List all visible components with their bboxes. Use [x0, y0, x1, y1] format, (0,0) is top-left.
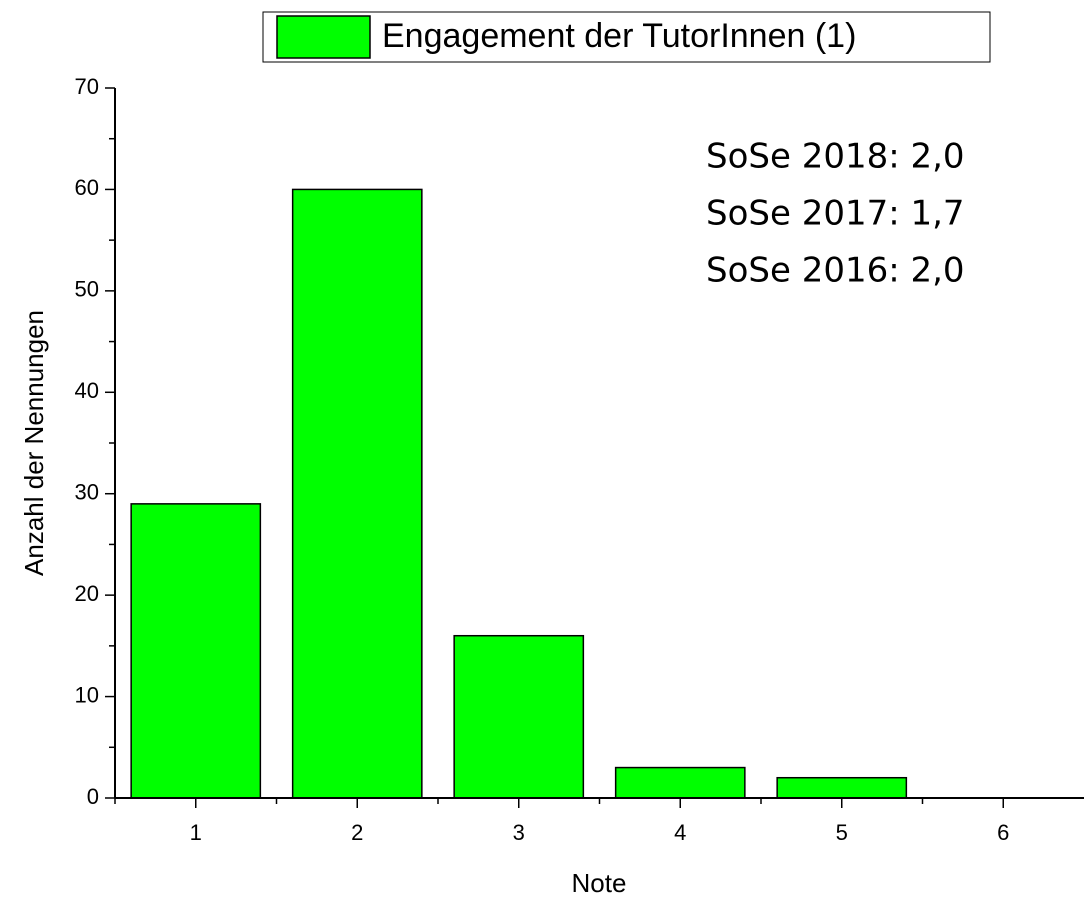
- y-tick-label: 70: [75, 74, 99, 99]
- annotation: SoSe 2017: 1,7: [706, 194, 965, 234]
- y-tick-label: 40: [75, 378, 99, 403]
- legend-label: Engagement der TutorInnen (1): [382, 17, 856, 55]
- x-tick-label: 4: [674, 820, 686, 845]
- legend-swatch: [276, 15, 371, 59]
- x-tick-label: 5: [836, 820, 848, 845]
- annotation: SoSe 2016: 2,0: [706, 251, 965, 291]
- y-tick-label: 10: [75, 682, 99, 707]
- y-tick-label: 60: [75, 175, 99, 200]
- bar: [130, 503, 262, 799]
- annotation: SoSe 2018: 2,0: [706, 137, 965, 177]
- x-axis-title: Note: [572, 868, 627, 898]
- y-axis-title: Anzahl der Nennungen: [19, 310, 49, 576]
- y-tick-label: 20: [75, 581, 99, 606]
- bar: [291, 188, 423, 799]
- y-tick-label: 30: [75, 480, 99, 505]
- bar: [614, 766, 746, 799]
- bar: [453, 634, 585, 799]
- y-tick-label: 50: [75, 277, 99, 302]
- x-tick-label: 2: [351, 820, 363, 845]
- y-tick-label: 0: [87, 784, 99, 809]
- bar: [776, 776, 908, 799]
- x-tick-label: 1: [190, 820, 202, 845]
- legend-box: [262, 11, 991, 63]
- x-tick-label: 3: [513, 820, 525, 845]
- x-tick-label: 6: [997, 820, 1009, 845]
